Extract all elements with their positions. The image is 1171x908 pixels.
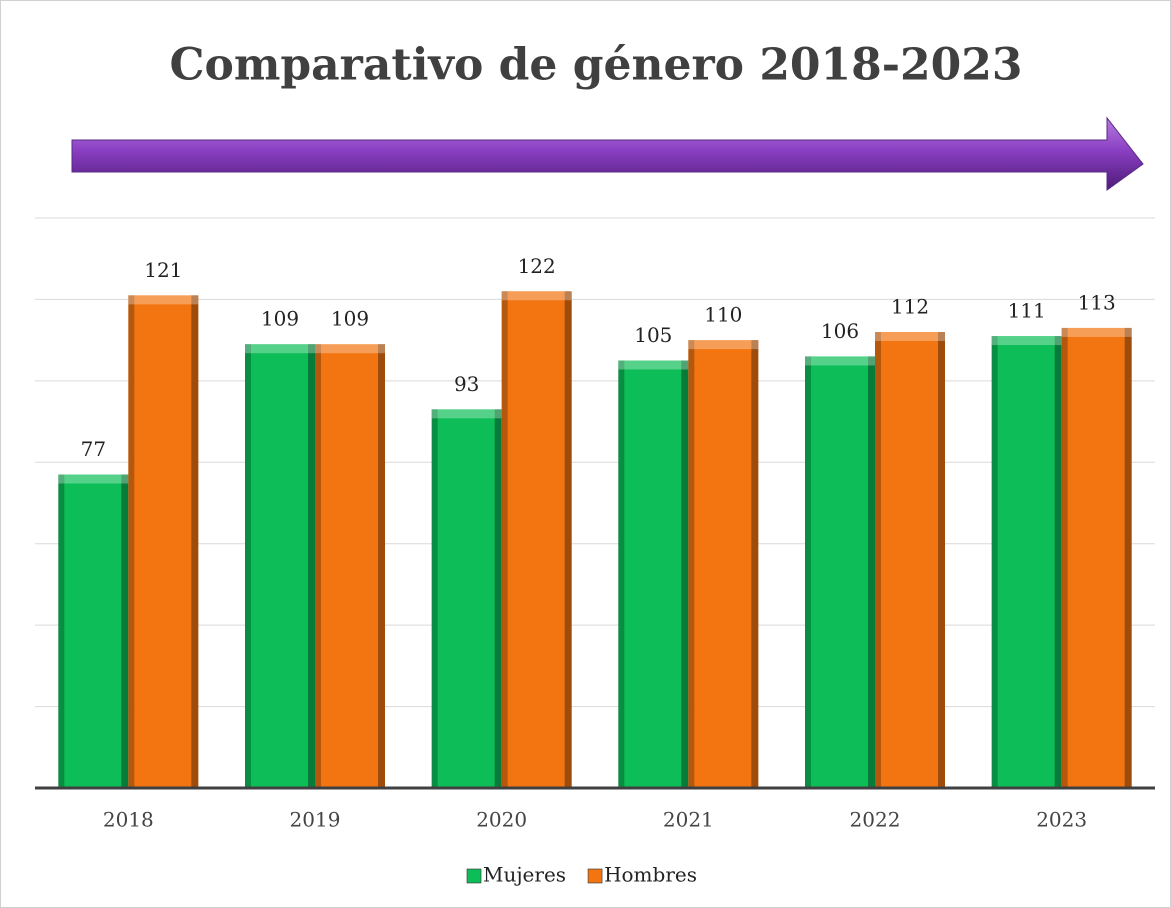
- bar-top: [431, 409, 502, 419]
- bar-shade-left: [58, 474, 65, 788]
- bar: [245, 344, 315, 788]
- bar-shade-right: [308, 344, 315, 788]
- data-label: 110: [704, 303, 742, 327]
- bar-body: [1061, 327, 1132, 788]
- bar-shade-left: [431, 409, 438, 788]
- bar-shade-right: [378, 344, 385, 788]
- chart-title: Comparativo de género 2018-2023: [169, 40, 1022, 91]
- bar-body: [875, 332, 945, 788]
- x-tick-label: 2019: [290, 808, 341, 832]
- bar-shade-right: [121, 474, 129, 788]
- x-tick-label: 2020: [476, 808, 527, 832]
- data-label: 121: [144, 258, 182, 282]
- bar-top: [1061, 327, 1132, 337]
- bar-shade-right: [681, 360, 689, 788]
- bar: [501, 291, 572, 788]
- bar-shade-left: [501, 291, 508, 788]
- bar-body: [501, 291, 572, 788]
- bar-top: [245, 344, 315, 354]
- bar-shade-left: [991, 336, 998, 788]
- bar: [315, 344, 385, 788]
- bar: [875, 332, 945, 788]
- bar-top: [875, 332, 945, 341]
- bar-top: [618, 360, 689, 370]
- data-label: 113: [1078, 290, 1116, 314]
- bar: [1061, 327, 1132, 788]
- bar: [991, 336, 1062, 788]
- x-tick-label: 2018: [103, 808, 154, 832]
- bar-body: [431, 409, 502, 788]
- legend-swatch: [466, 868, 482, 884]
- bar-top: [805, 356, 875, 366]
- data-label: 112: [891, 295, 929, 319]
- bar-shade-left: [805, 356, 811, 788]
- data-label: 109: [261, 307, 299, 331]
- bar-body: [688, 340, 759, 788]
- legend-swatch: [587, 868, 603, 884]
- bar-top: [991, 336, 1062, 346]
- data-label: 106: [821, 319, 859, 343]
- bar: [431, 409, 502, 788]
- bar-body: [128, 295, 199, 788]
- bar-body: [805, 356, 875, 788]
- bar-shade-right: [494, 409, 502, 788]
- bar-top: [58, 474, 129, 484]
- bar: [58, 474, 129, 788]
- bar-body: [618, 360, 689, 788]
- x-tick-label: 2022: [850, 808, 901, 832]
- bar-shade-left: [315, 344, 321, 788]
- bar: [805, 356, 875, 788]
- decorative-arrow: [71, 116, 1144, 191]
- bar-shade-left: [875, 332, 881, 788]
- bar-shade-right: [938, 332, 945, 788]
- bar: [688, 340, 759, 788]
- data-label: 111: [1008, 299, 1046, 323]
- x-tick-label: 2021: [663, 808, 714, 832]
- legend-label: Hombres: [604, 863, 697, 887]
- bar-top: [688, 340, 759, 350]
- data-label: 77: [81, 437, 106, 461]
- bar-body: [58, 474, 129, 788]
- bar-shade-right: [1124, 327, 1132, 788]
- data-label: 109: [331, 307, 369, 331]
- bar-body: [315, 344, 385, 788]
- bar-top: [128, 295, 199, 305]
- bar-top: [315, 344, 385, 354]
- bar-shade-left: [245, 344, 251, 788]
- bar-shade-right: [751, 340, 759, 788]
- bar-body: [245, 344, 315, 788]
- bar-shade-left: [618, 360, 625, 788]
- data-label: 122: [518, 254, 556, 278]
- bar-shade-left: [128, 295, 135, 788]
- bar-shade-right: [868, 356, 875, 788]
- legend-label: Mujeres: [483, 863, 566, 887]
- bar-shade-right: [191, 295, 199, 788]
- x-tick-label: 2023: [1036, 808, 1087, 832]
- bar-shade-right: [564, 291, 572, 788]
- bar-top: [501, 291, 572, 301]
- bar-shade-left: [1061, 327, 1068, 788]
- bar: [618, 360, 689, 788]
- bar-body: [991, 336, 1062, 788]
- bar-shade-right: [1054, 336, 1062, 788]
- data-label: 93: [454, 372, 479, 396]
- data-label: 105: [634, 323, 672, 347]
- bar: [128, 295, 199, 788]
- bar-shade-left: [688, 340, 695, 788]
